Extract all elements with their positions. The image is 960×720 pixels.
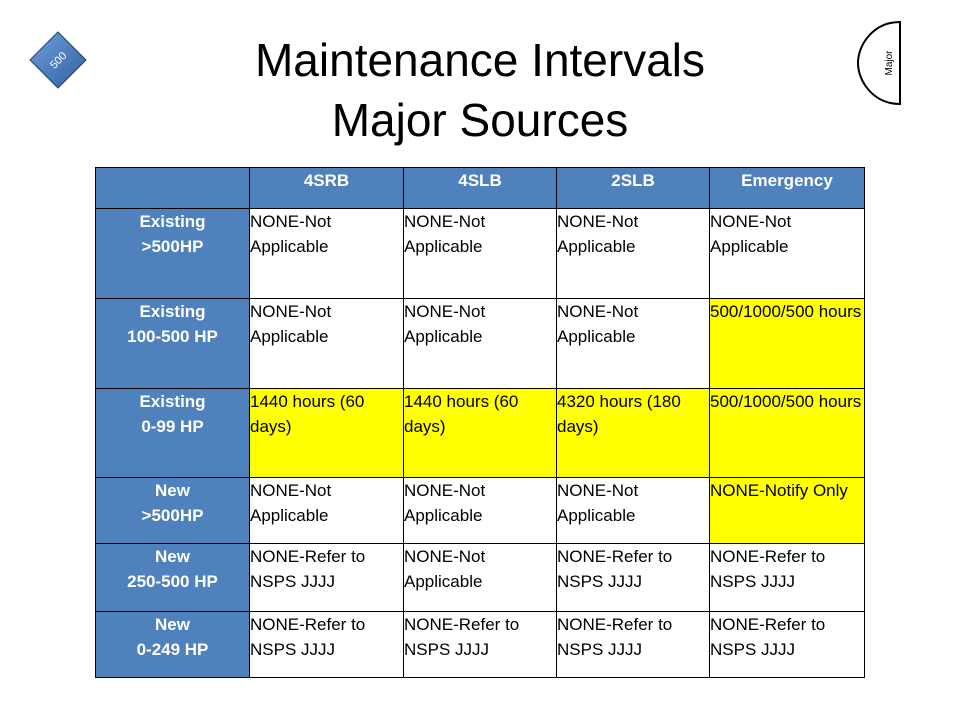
table-cell: NONE-Not Applicable — [556, 477, 710, 544]
table-cell: NONE-Refer to NSPS JJJJ — [249, 611, 404, 678]
table-cell: 4320 hours (180 days) — [556, 388, 710, 478]
size-500-badge-icon: 500 — [29, 31, 87, 89]
header-emergency: Emergency — [709, 167, 865, 209]
major-tab-badge-icon: Major — [856, 20, 901, 106]
maintenance-intervals-table: 4SRB 4SLB 2SLB Emergency Existing >500HP… — [95, 167, 865, 678]
table-cell: 1440 hours (60 days) — [249, 388, 404, 478]
header-corner-cell — [95, 167, 250, 209]
header-2slb: 2SLB — [556, 167, 710, 209]
table-cell: NONE-Notify Only — [709, 477, 865, 544]
table-row: Existing 100-500 HP NONE-Not Applicable … — [95, 298, 865, 389]
table-cell: NONE-Refer to NSPS JJJJ — [556, 611, 710, 678]
table-cell: NONE-Not Applicable — [403, 208, 557, 299]
table-row: Existing >500HP NONE-Not Applicable NONE… — [95, 208, 865, 299]
major-tab-badge-text: Major — [884, 50, 895, 76]
table-row: Existing 0-99 HP 1440 hours (60 days) 14… — [95, 388, 865, 478]
table-cell: NONE-Refer to NSPS JJJJ — [403, 611, 557, 678]
table-cell: NONE-Not Applicable — [403, 298, 557, 389]
table-cell: NONE-Not Applicable — [249, 298, 404, 389]
row-label: Existing >500HP — [95, 208, 250, 299]
slide-title-line-1: Maintenance Intervals — [254, 34, 706, 86]
row-label: New 250-500 HP — [95, 543, 250, 612]
table-cell: 1440 hours (60 days) — [403, 388, 557, 478]
table-cell: NONE-Not Applicable — [249, 477, 404, 544]
table-cell: NONE-Not Applicable — [709, 208, 865, 299]
table-cell: NONE-Not Applicable — [403, 477, 557, 544]
table-cell: NONE-Refer to NSPS JJJJ — [249, 543, 404, 612]
table-cell: NONE-Not Applicable — [403, 543, 557, 612]
row-label: Existing 0-99 HP — [95, 388, 250, 478]
header-4slb: 4SLB — [403, 167, 557, 209]
table-row: New 0-249 HP NONE-Refer to NSPS JJJJ NON… — [95, 611, 865, 678]
table-row: New >500HP NONE-Not Applicable NONE-Not … — [95, 477, 865, 544]
header-4srb: 4SRB — [249, 167, 404, 209]
table-cell: NONE-Not Applicable — [556, 208, 710, 299]
table-row: New 250-500 HP NONE-Refer to NSPS JJJJ N… — [95, 543, 865, 612]
row-label: New 0-249 HP — [95, 611, 250, 678]
slide-title: Maintenance Intervals Major Sources — [150, 30, 810, 150]
table-cell: NONE-Refer to NSPS JJJJ — [709, 543, 865, 612]
table-cell: NONE-Not Applicable — [556, 298, 710, 389]
table-cell: NONE-Refer to NSPS JJJJ — [709, 611, 865, 678]
table-cell: 500/1000/500 hours — [709, 388, 865, 478]
table-cell: NONE-Not Applicable — [249, 208, 404, 299]
table-cell: 500/1000/500 hours — [709, 298, 865, 389]
table-cell: NONE-Refer to NSPS JJJJ — [556, 543, 710, 612]
row-label: Existing 100-500 HP — [95, 298, 250, 389]
row-label: New >500HP — [95, 477, 250, 544]
slide-title-line-2: Major Sources — [331, 94, 629, 146]
table-header-row: 4SRB 4SLB 2SLB Emergency — [95, 167, 865, 209]
